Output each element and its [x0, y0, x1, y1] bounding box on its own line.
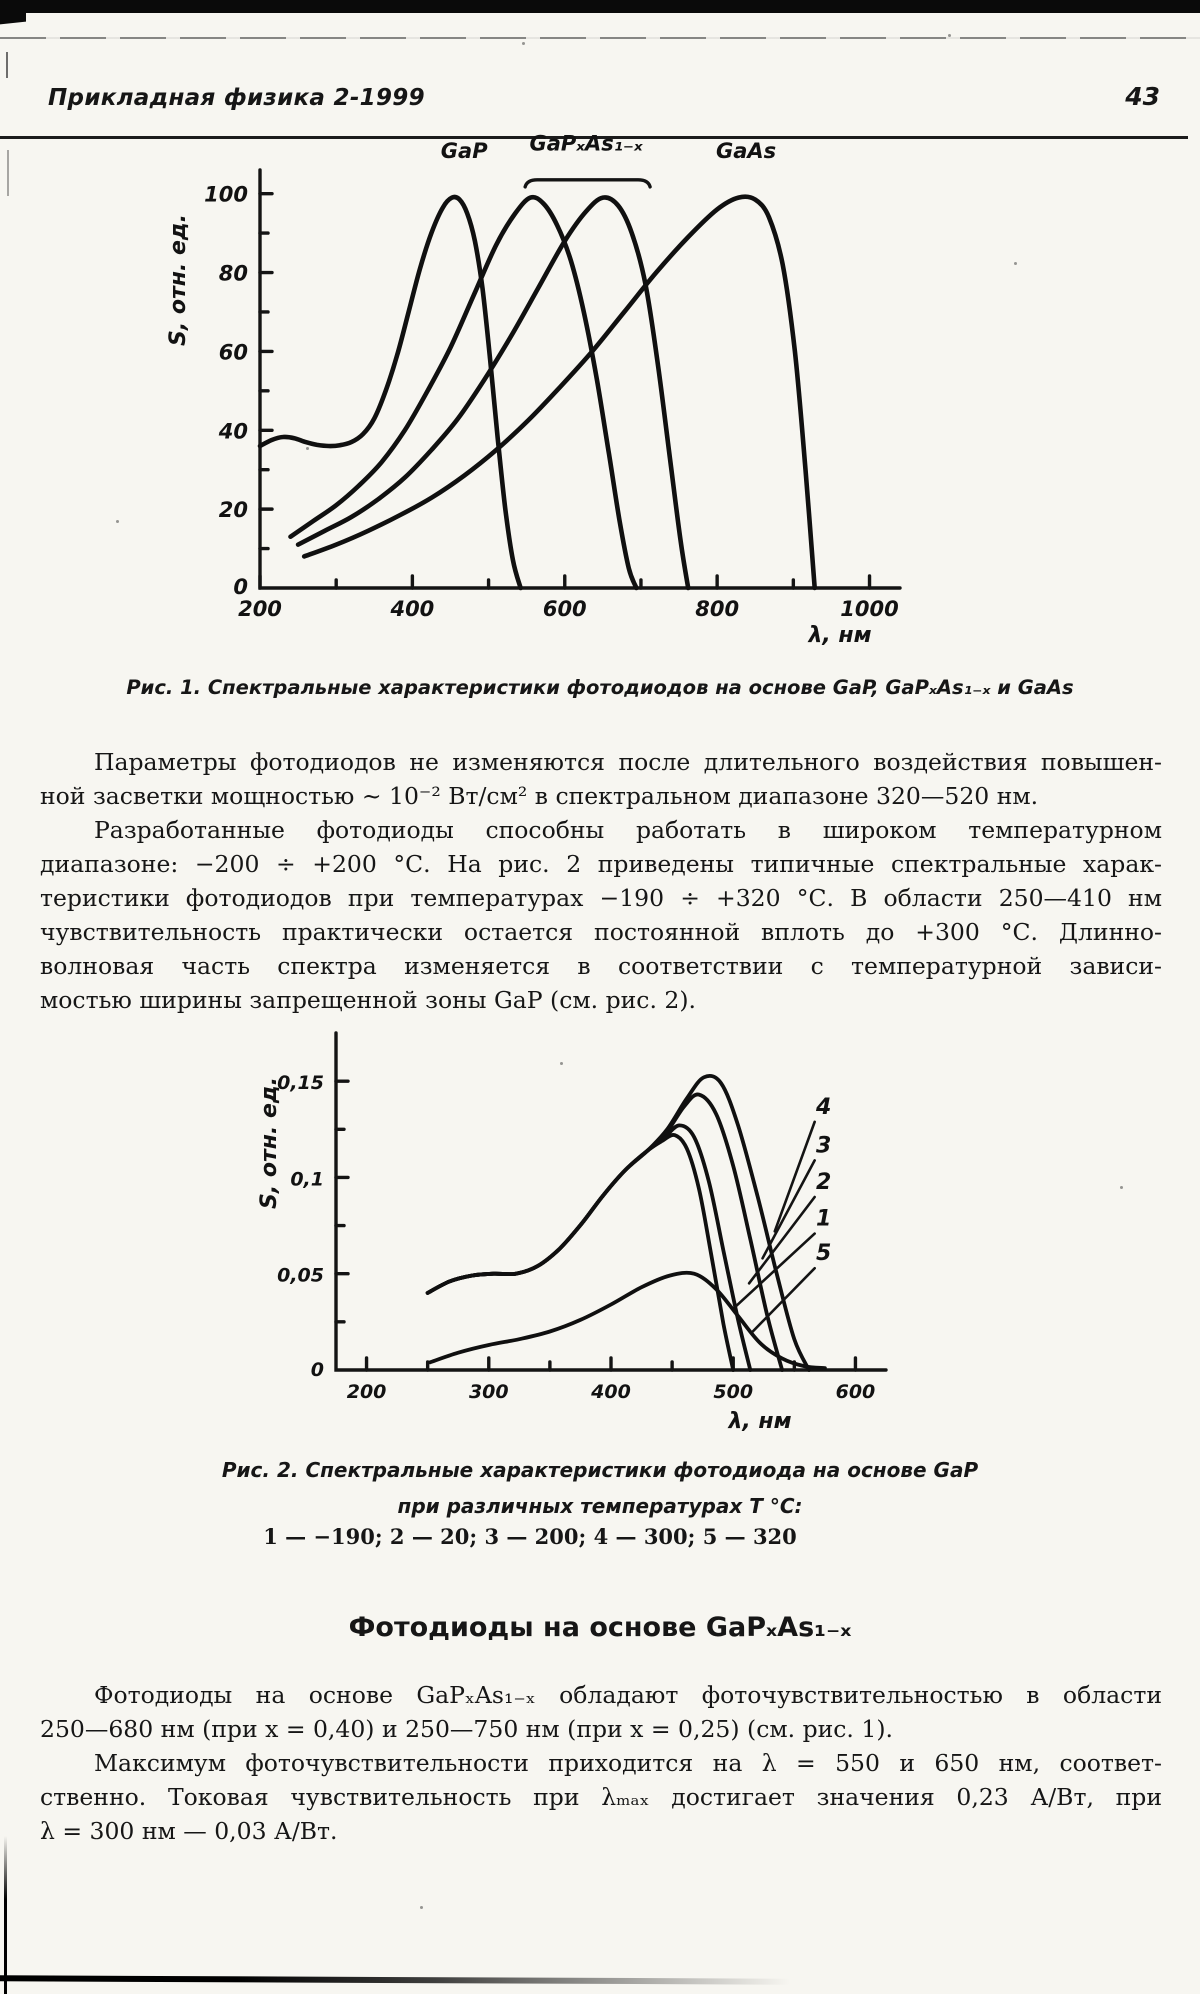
svg-text:600: 600 — [836, 1381, 876, 1403]
svg-text:600: 600 — [543, 597, 587, 621]
scan-speck — [560, 1062, 563, 1065]
body-line: мостью ширины запрещенной зоны GaP (см. … — [40, 986, 696, 1014]
body-text-block: Фотодиоды на основе GaPₓAs₁₋ₓ обладают ф… — [40, 1678, 1162, 1848]
scan-edge-line — [4, 1836, 7, 1994]
journal-title: Прикладная физика 2-1999 — [48, 85, 425, 111]
section-heading: Фотодиоды на основе GaPₓAs₁₋ₓ — [348, 1612, 852, 1643]
svg-text:0,15: 0,15 — [277, 1072, 324, 1094]
scan-speck — [306, 447, 309, 450]
svg-text:1000: 1000 — [840, 597, 898, 621]
svg-text:λ, нм: λ, нм — [727, 1409, 791, 1434]
scan-speck — [1120, 1186, 1123, 1189]
svg-text:2: 2 — [816, 1170, 831, 1195]
body-line: Максимум фоточувствительности приходится… — [94, 1749, 1162, 1777]
svg-text:40: 40 — [218, 419, 248, 443]
figure2-caption: Рис. 2. Спектральные характеристики фото… — [0, 1452, 1200, 1549]
page-header: Прикладная физика 2-1999 43 — [48, 82, 1160, 111]
body-line: λ = 300 нм — 0,03 А/Вт. — [40, 1817, 338, 1845]
svg-text:400: 400 — [590, 1381, 631, 1403]
scan-edge-mark — [7, 150, 9, 196]
body-line: чувствительность практически остается по… — [40, 918, 1162, 946]
svg-text:4: 4 — [815, 1095, 831, 1120]
svg-text:0: 0 — [233, 575, 248, 599]
figure2-chart: 200 300 400 500 600 0,05 0,1 0,15 0 λ, нм S, отн. … — [257, 1031, 888, 1434]
scan-artifact-line — [0, 37, 1200, 39]
svg-text:100: 100 — [204, 183, 248, 207]
page-number: 43 — [1125, 82, 1160, 111]
svg-text:GaPₓAs₁₋ₓ: GaPₓAs₁₋ₓ — [530, 131, 643, 155]
body-line: Параметры фотодиодов не изменяются после… — [94, 748, 1162, 776]
scan-top-bar — [0, 0, 1200, 13]
svg-text:S, отн. ед.: S, отн. ед. — [257, 1077, 282, 1209]
scan-speck — [420, 1906, 423, 1909]
body-line: 250—680 нм (при x = 0,40) и 250—750 нм (… — [40, 1715, 893, 1743]
scan-bottom-line — [0, 1975, 791, 1985]
svg-text:800: 800 — [695, 597, 739, 621]
svg-text:3: 3 — [816, 1133, 831, 1158]
scan-speck — [116, 520, 119, 523]
figure2-caption-key: 1 — −190; 2 — 20; 3 — 200; 4 — 300; 5 — … — [263, 1524, 797, 1549]
figure1-caption: Рис. 1. Спектральные характеристики фото… — [126, 676, 1074, 699]
svg-text:GaAs: GaAs — [716, 139, 776, 163]
svg-text:400: 400 — [389, 597, 434, 621]
scan-speck — [1014, 262, 1017, 265]
body-line: Разработанные фотодиоды способны работат… — [94, 816, 1162, 844]
svg-text:0,05: 0,05 — [277, 1265, 324, 1287]
body-line: волновая часть спектра изменяется в соот… — [40, 952, 1162, 980]
body-line: диапазоне: −200 ÷ +200 °С. На рис. 2 при… — [40, 850, 1162, 878]
svg-text:λ, нм: λ, нм — [807, 623, 871, 648]
scan-corner-blob — [0, 3, 26, 25]
scan-edge-mark — [6, 52, 8, 78]
svg-text:GaP: GaP — [441, 139, 488, 163]
svg-text:80: 80 — [219, 262, 248, 286]
figure2-caption-line: Рис. 2. Спектральные характеристики фото… — [221, 1458, 979, 1482]
svg-text:200: 200 — [347, 1381, 387, 1403]
svg-text:5: 5 — [816, 1241, 831, 1266]
figure2-caption-line: при различных температурах Т °С: — [397, 1494, 803, 1518]
svg-text:S, отн. ед.: S, отн. ед. — [166, 214, 191, 346]
body-line: Фотодиоды на основе GaPₓAs₁₋ₓ обладают ф… — [94, 1681, 1162, 1709]
body-text-block: Параметры фотодиодов не изменяются после… — [40, 745, 1162, 1017]
body-line: ственно. Токовая чувствительность при λₘ… — [40, 1783, 1162, 1811]
svg-text:0,1: 0,1 — [290, 1168, 324, 1190]
body-line: теристики фотодиодов при температурах −1… — [40, 884, 1162, 912]
svg-text:20: 20 — [219, 498, 248, 522]
svg-text:300: 300 — [469, 1381, 509, 1403]
scan-speck — [948, 34, 951, 37]
scan-speck — [522, 42, 525, 45]
svg-text:0: 0 — [311, 1359, 324, 1381]
svg-text:60: 60 — [219, 340, 248, 364]
svg-text:500: 500 — [713, 1381, 753, 1403]
svg-text:200: 200 — [238, 597, 282, 621]
svg-text:1: 1 — [816, 1207, 831, 1232]
header-rule — [0, 136, 1188, 139]
body-line: ной засветки мощностью ~ 10⁻² Вт/см² в с… — [40, 782, 1039, 810]
